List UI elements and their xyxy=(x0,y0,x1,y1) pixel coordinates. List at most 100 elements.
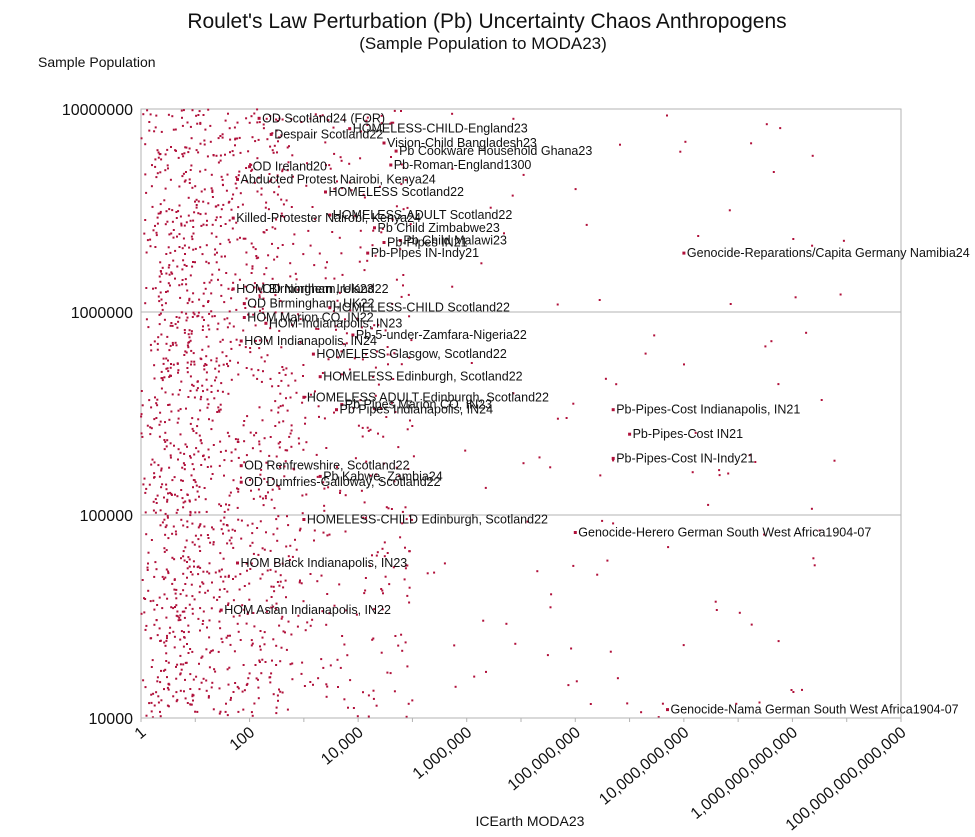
data-point xyxy=(186,494,189,496)
data-point xyxy=(164,668,167,671)
data-point xyxy=(598,299,601,301)
data-point xyxy=(226,173,229,176)
data-point xyxy=(204,212,207,215)
data-point xyxy=(387,363,389,366)
data-point xyxy=(217,204,220,207)
data-point xyxy=(228,241,231,244)
data-point xyxy=(262,127,265,130)
data-point xyxy=(149,600,152,603)
data-point xyxy=(250,368,253,371)
data-point xyxy=(236,487,238,490)
data-point xyxy=(173,444,175,447)
data-point xyxy=(185,146,188,149)
data-point xyxy=(153,472,156,475)
data-point xyxy=(168,375,171,378)
data-point xyxy=(172,607,175,610)
data-point xyxy=(406,594,409,597)
data-point xyxy=(157,464,160,467)
data-point xyxy=(275,518,278,521)
data-point xyxy=(279,299,282,302)
data-point xyxy=(388,583,391,586)
data-point xyxy=(141,404,144,407)
point-labels: OD Scotland24 (FOR)Despair Scotland22HOM… xyxy=(224,111,970,716)
data-point xyxy=(200,442,203,445)
data-point xyxy=(226,714,229,717)
data-point xyxy=(237,687,240,690)
data-point xyxy=(206,626,208,629)
data-point xyxy=(197,565,200,568)
data-point xyxy=(300,582,303,585)
data-point xyxy=(195,447,198,450)
data-point xyxy=(191,300,194,303)
point-annotation: HOMELESS Scotland22 xyxy=(329,185,465,199)
data-point xyxy=(522,173,525,176)
data-point xyxy=(165,568,168,571)
data-point xyxy=(180,109,183,112)
data-point xyxy=(337,356,340,359)
data-point xyxy=(400,110,402,112)
data-point xyxy=(253,306,256,308)
data-point xyxy=(177,210,180,213)
data-point xyxy=(264,206,267,209)
data-point xyxy=(235,308,238,311)
data-point xyxy=(212,708,215,711)
data-point xyxy=(270,409,273,412)
data-point xyxy=(166,686,169,689)
data-point xyxy=(570,647,573,650)
data-point xyxy=(164,512,167,515)
data-point xyxy=(398,475,401,478)
data-point xyxy=(216,411,219,413)
data-point xyxy=(272,693,275,696)
data-point xyxy=(195,149,198,152)
data-point xyxy=(217,161,220,164)
data-point xyxy=(179,673,182,676)
data-point xyxy=(258,121,261,124)
data-point xyxy=(195,206,198,209)
labeled-data-point xyxy=(328,306,332,310)
data-point xyxy=(263,631,266,634)
data-point xyxy=(208,281,211,284)
data-point xyxy=(200,190,203,193)
data-point xyxy=(393,109,396,112)
data-point xyxy=(236,685,239,688)
data-point xyxy=(256,108,259,111)
data-point xyxy=(401,649,404,652)
data-point xyxy=(402,166,405,169)
data-point xyxy=(382,462,385,465)
data-point xyxy=(207,300,210,302)
data-point xyxy=(247,677,250,680)
data-point xyxy=(283,465,286,468)
data-point xyxy=(485,670,487,673)
data-point xyxy=(230,542,233,545)
data-point xyxy=(272,585,275,588)
data-point xyxy=(161,266,164,269)
data-point xyxy=(180,668,183,671)
data-point xyxy=(229,359,232,362)
data-point xyxy=(164,223,167,226)
data-point xyxy=(258,443,261,446)
data-point xyxy=(250,639,253,642)
data-point xyxy=(371,554,373,557)
data-point xyxy=(144,302,147,305)
data-point xyxy=(426,572,429,575)
data-point xyxy=(222,580,225,583)
data-point xyxy=(405,715,408,718)
data-point xyxy=(263,360,266,363)
data-point xyxy=(232,193,235,196)
data-point xyxy=(226,317,229,320)
data-point xyxy=(190,332,193,335)
data-point xyxy=(184,253,186,255)
data-point xyxy=(489,206,492,209)
data-point xyxy=(186,526,189,529)
data-point xyxy=(269,549,272,552)
data-point xyxy=(234,529,236,532)
data-point xyxy=(230,208,233,211)
data-point xyxy=(259,450,262,453)
data-point xyxy=(801,688,803,691)
data-point xyxy=(260,356,263,359)
data-point xyxy=(266,569,269,572)
data-point xyxy=(332,310,335,313)
data-point xyxy=(218,596,221,598)
data-point xyxy=(273,258,276,261)
data-point xyxy=(369,428,372,431)
